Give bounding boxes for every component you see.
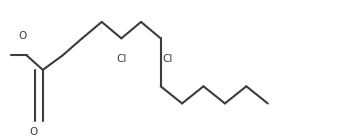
Text: O: O <box>30 127 38 137</box>
Text: O: O <box>18 31 27 41</box>
Text: Cl: Cl <box>162 54 172 64</box>
Text: Cl: Cl <box>116 54 127 64</box>
